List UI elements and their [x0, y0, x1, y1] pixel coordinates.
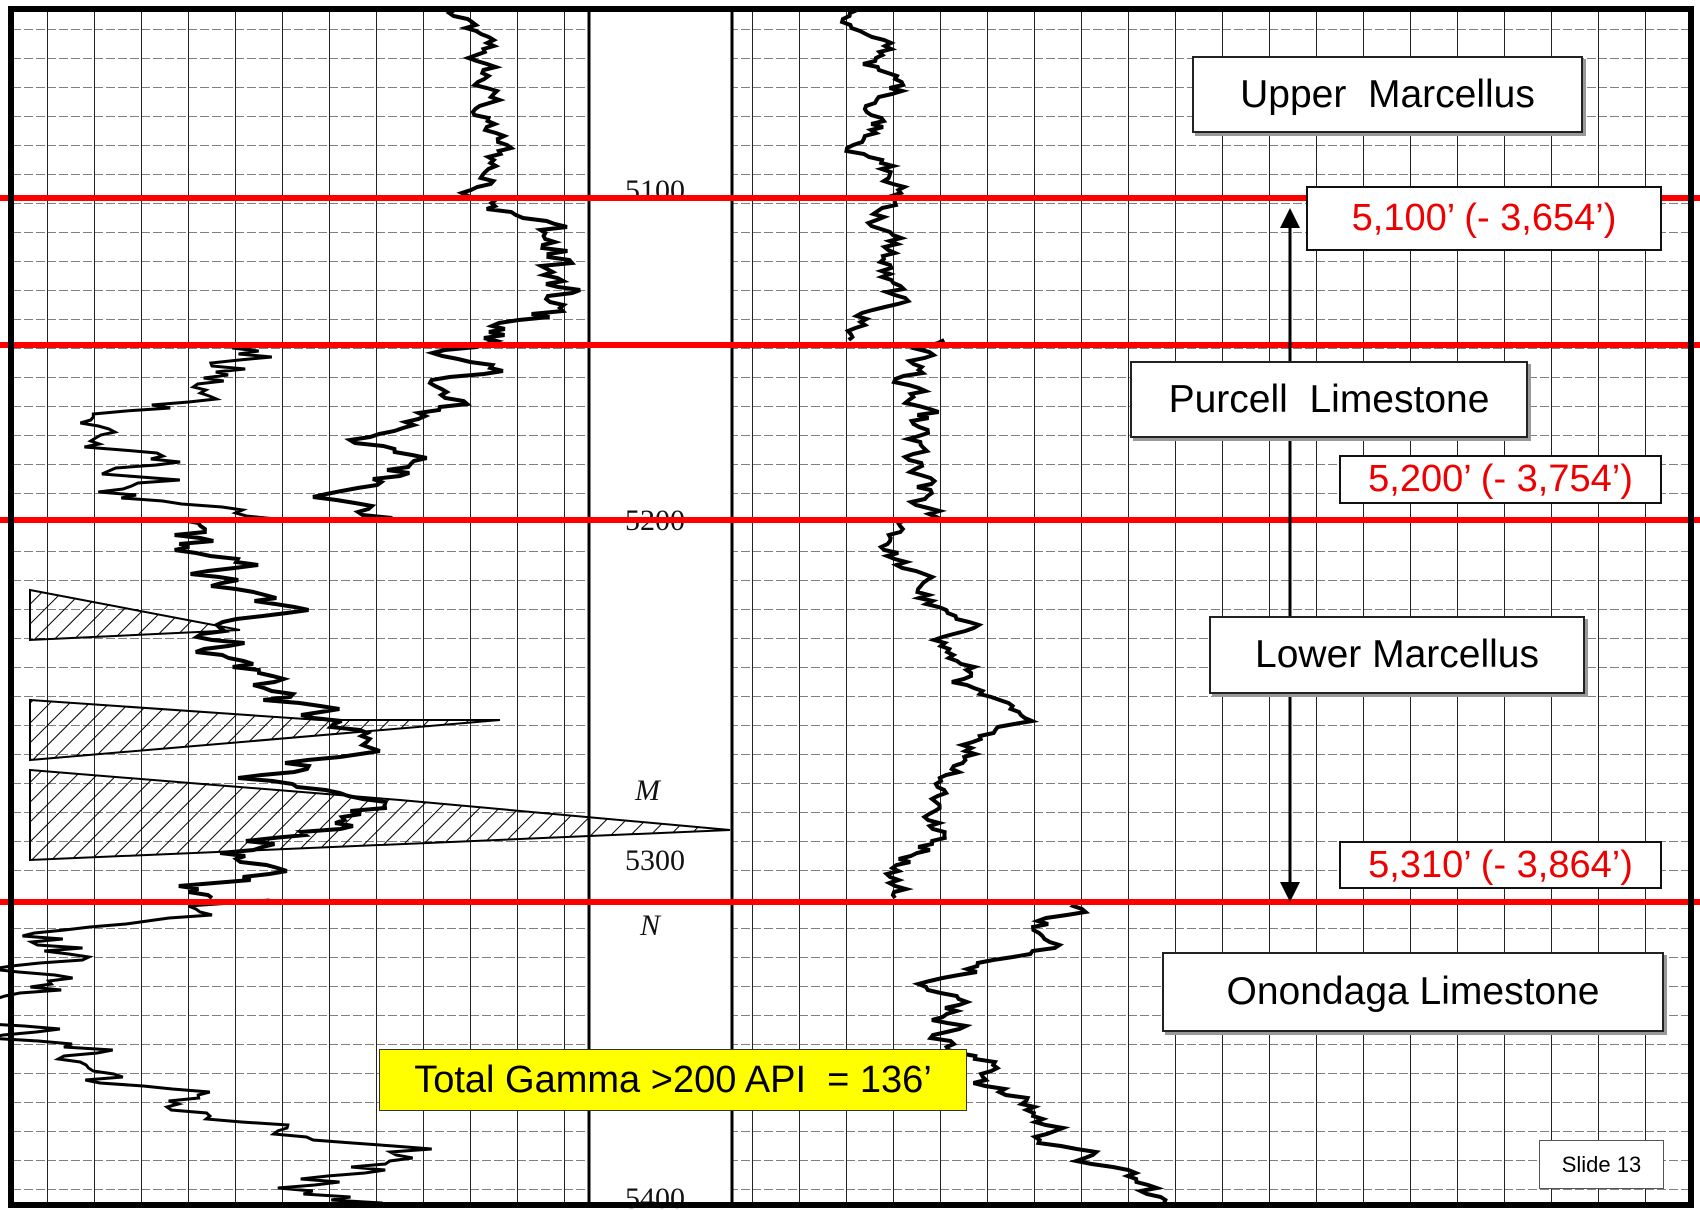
formation-label: Onondaga Limestone — [1162, 952, 1664, 1032]
log-curve — [312, 198, 581, 520]
log-curve — [445, 8, 516, 201]
log-curve — [174, 518, 389, 900]
hatched-area — [29, 588, 241, 642]
hatched-area — [29, 698, 501, 762]
arrow-head — [1280, 882, 1300, 902]
log-mark: N — [639, 909, 662, 942]
slide-number: Slide 13 — [1539, 1140, 1664, 1189]
log-mark: M — [634, 774, 662, 807]
log-depth: 5300 — [625, 844, 685, 877]
log-depth: 5100 — [625, 174, 685, 207]
depth-label: 5,200’ (- 3,754’) — [1339, 455, 1662, 504]
formation-label: Upper Marcellus — [1192, 56, 1583, 133]
log-curve — [79, 343, 276, 521]
arrow-head — [1280, 208, 1300, 228]
hatched-area — [29, 768, 731, 862]
log-curve — [891, 338, 948, 522]
log-curve — [877, 518, 1040, 900]
depth-label: 5,100’ (- 3,654’) — [1306, 186, 1662, 251]
depth-track — [589, 9, 732, 1205]
log-curve — [0, 898, 432, 1205]
depth-label: 5,310’ (- 3,864’) — [1339, 841, 1662, 889]
gamma-note: Total Gamma >200 API = 136’ — [379, 1049, 967, 1111]
formation-label: Purcell Limestone — [1130, 361, 1528, 438]
formation-label: Lower Marcellus — [1209, 616, 1585, 694]
log-curve — [839, 8, 912, 342]
frame — [8, 6, 1694, 1208]
